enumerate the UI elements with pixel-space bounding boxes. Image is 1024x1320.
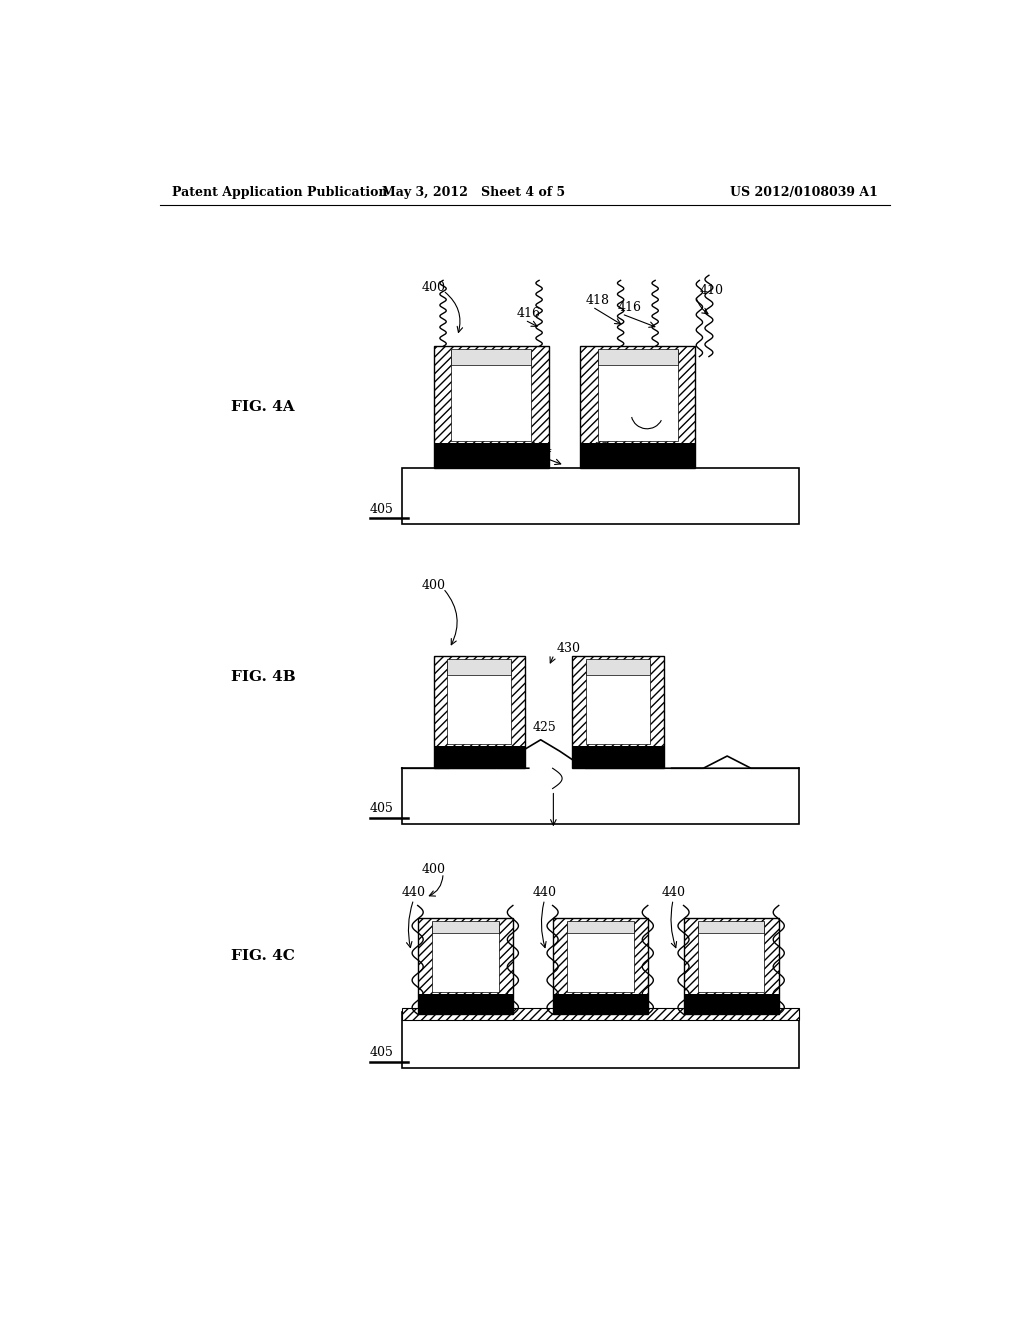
- Text: 440: 440: [532, 886, 557, 899]
- Text: Patent Application Publication: Patent Application Publication: [172, 186, 387, 199]
- Bar: [572, 746, 664, 768]
- Bar: [401, 1008, 799, 1020]
- Text: 412: 412: [586, 442, 609, 454]
- Bar: [432, 921, 499, 933]
- Bar: [402, 766, 798, 770]
- Text: 400: 400: [422, 863, 445, 876]
- Text: FIG. 4C: FIG. 4C: [231, 949, 295, 964]
- Text: 400: 400: [422, 578, 445, 591]
- Bar: [586, 660, 650, 744]
- Text: FIG. 4A: FIG. 4A: [231, 400, 295, 414]
- Bar: [572, 656, 664, 768]
- Text: 405: 405: [370, 1047, 394, 1060]
- Bar: [433, 444, 549, 469]
- Text: 400: 400: [422, 281, 445, 294]
- Bar: [697, 921, 765, 933]
- Bar: [586, 660, 650, 675]
- Bar: [401, 469, 799, 524]
- Bar: [432, 921, 499, 991]
- Text: US 2012/0108039 A1: US 2012/0108039 A1: [730, 186, 878, 199]
- Text: FIG. 4B: FIG. 4B: [231, 669, 296, 684]
- Text: 410: 410: [699, 284, 723, 297]
- Bar: [553, 917, 648, 1014]
- Text: 440: 440: [401, 886, 426, 899]
- Bar: [567, 921, 634, 933]
- Bar: [581, 346, 695, 469]
- Bar: [447, 660, 511, 675]
- Text: 418: 418: [586, 294, 610, 308]
- Bar: [684, 994, 778, 1014]
- Bar: [451, 350, 531, 364]
- Bar: [697, 921, 765, 991]
- Text: 430: 430: [557, 642, 581, 655]
- Bar: [401, 768, 799, 824]
- Bar: [418, 917, 513, 1014]
- Text: 416: 416: [517, 308, 541, 321]
- Bar: [451, 351, 531, 441]
- Bar: [598, 351, 678, 441]
- Bar: [553, 994, 648, 1014]
- Text: 405: 405: [370, 503, 394, 516]
- Text: 440: 440: [662, 886, 685, 899]
- Bar: [433, 346, 549, 469]
- Bar: [433, 746, 524, 768]
- Bar: [598, 350, 678, 364]
- Bar: [418, 994, 513, 1014]
- Bar: [567, 921, 634, 991]
- Bar: [684, 917, 778, 1014]
- Bar: [447, 660, 511, 744]
- Text: 405: 405: [370, 803, 394, 816]
- Bar: [433, 656, 524, 768]
- Text: 416: 416: [617, 301, 642, 314]
- Text: 414: 414: [528, 442, 553, 454]
- Text: 425: 425: [532, 721, 556, 734]
- Text: May 3, 2012   Sheet 4 of 5: May 3, 2012 Sheet 4 of 5: [382, 186, 565, 199]
- Bar: [401, 1012, 799, 1068]
- Bar: [581, 444, 695, 469]
